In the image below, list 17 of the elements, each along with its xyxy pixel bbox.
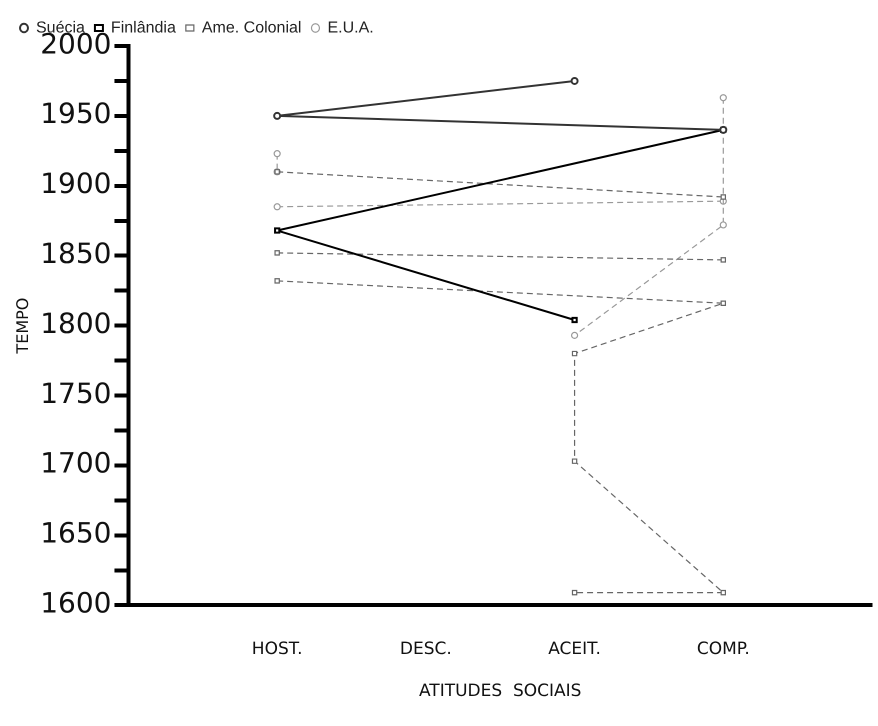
y-tick-label: 1650: [40, 516, 112, 550]
x-tick-label: DESC.: [400, 638, 452, 659]
y-tick-label: 1750: [40, 376, 112, 410]
x-axis-title: ATITUDES SOCIAIS: [418, 681, 582, 702]
x-tick-label: COMP.: [696, 638, 750, 659]
x-tick-label: ACEIT.: [548, 638, 601, 659]
y-tick-label: 1900: [40, 167, 112, 200]
x-tick-label: HOST.: [252, 638, 303, 659]
legend-label: Ame. Colonial: [202, 19, 302, 36]
y-axis-title: TEMPO: [12, 298, 32, 355]
legend-label: Finlândia: [110, 19, 176, 36]
legend-label: E.U.A.: [327, 19, 374, 36]
y-tick-label: 1800: [40, 306, 112, 340]
y-tick-label: 1950: [40, 97, 112, 130]
y-tick-label: 1850: [40, 236, 112, 270]
y-tick-label: 1700: [40, 446, 112, 480]
y-tick-label: 1600: [40, 586, 112, 620]
